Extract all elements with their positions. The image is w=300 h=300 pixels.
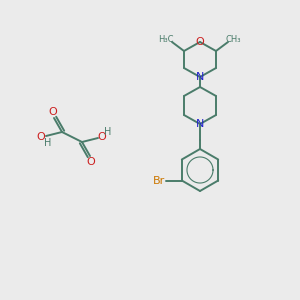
Text: O: O xyxy=(87,157,95,167)
Text: O: O xyxy=(49,107,57,117)
Text: N: N xyxy=(196,72,204,82)
Text: H: H xyxy=(104,127,112,137)
Text: Br: Br xyxy=(153,176,165,185)
Text: O: O xyxy=(98,132,106,142)
Text: N: N xyxy=(196,119,204,129)
Text: H: H xyxy=(44,138,52,148)
Text: O: O xyxy=(196,37,204,47)
Text: H₃C: H₃C xyxy=(158,35,174,44)
Text: O: O xyxy=(37,132,45,142)
Text: CH₃: CH₃ xyxy=(225,35,241,44)
